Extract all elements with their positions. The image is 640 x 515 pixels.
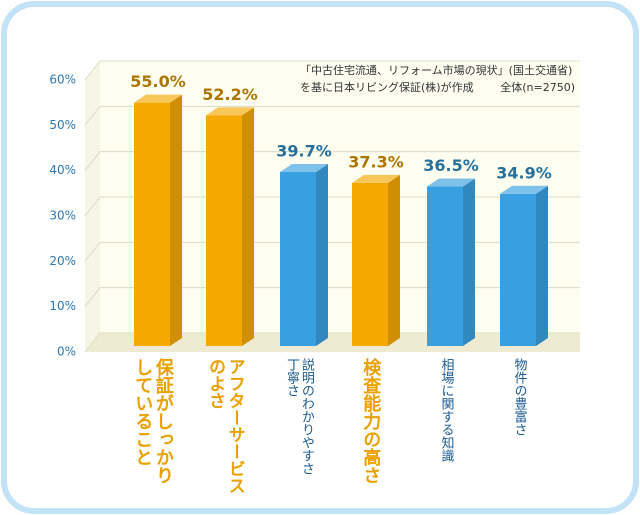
bar-side bbox=[388, 174, 400, 346]
value-label: 37.3% bbox=[348, 152, 404, 171]
y-tick-label: 50% bbox=[49, 118, 76, 132]
value-label: 55.0% bbox=[130, 72, 186, 91]
y-tick-label: 30% bbox=[49, 209, 76, 223]
x-tick-label: 物件の豊富さ bbox=[511, 358, 527, 436]
bar-side bbox=[170, 94, 182, 347]
grid-line bbox=[84, 287, 580, 307]
grid-line bbox=[84, 332, 580, 353]
x-tick-label: 相場に関する知識 bbox=[438, 358, 454, 462]
bar-side bbox=[242, 107, 254, 346]
grid-line bbox=[84, 105, 580, 126]
y-tick-label: 60% bbox=[49, 73, 76, 87]
value-label: 36.5% bbox=[423, 156, 479, 175]
grid-line bbox=[84, 151, 580, 171]
note: を基に日本リビング保証(株)が作成 bbox=[300, 80, 474, 94]
value-label: 39.7% bbox=[276, 142, 332, 161]
grid-line bbox=[84, 60, 580, 81]
value-label: 34.9% bbox=[496, 163, 552, 182]
bar-side bbox=[316, 164, 328, 346]
note: 「中古住宅流通、リフォーム市場の現状」(国土交通省) bbox=[300, 63, 572, 77]
bar-front bbox=[280, 172, 316, 346]
bar-front bbox=[134, 102, 170, 347]
bar-front bbox=[206, 115, 242, 346]
grid-line bbox=[84, 241, 580, 262]
x-tick-label: 検査能力の高さ bbox=[360, 358, 382, 484]
value-label: 52.2% bbox=[202, 85, 258, 104]
grid-line bbox=[84, 196, 580, 217]
bar-top bbox=[280, 164, 328, 173]
bar-top bbox=[352, 174, 400, 183]
y-tick-label: 0% bbox=[57, 345, 76, 359]
bar-front bbox=[352, 182, 388, 346]
x-tick-label: 保証がしっかりしていること bbox=[132, 358, 174, 484]
y-tick-label: 10% bbox=[49, 299, 76, 313]
x-tick-label: アフターサービスのよさ bbox=[205, 358, 245, 494]
bar-top bbox=[500, 185, 548, 194]
y-tick-label: 20% bbox=[49, 254, 76, 268]
x-tick-label: 説明のわかりやすさ丁寧さ bbox=[283, 358, 314, 475]
bar-side bbox=[463, 178, 475, 346]
bar-top bbox=[206, 107, 254, 116]
bar-front bbox=[427, 186, 463, 346]
y-tick-label: 40% bbox=[49, 163, 76, 177]
bar-side bbox=[536, 185, 548, 346]
bar-top bbox=[134, 94, 182, 103]
bar-top bbox=[427, 178, 475, 187]
bar-front bbox=[500, 193, 536, 346]
note: 全体(n=2750) bbox=[500, 80, 575, 94]
